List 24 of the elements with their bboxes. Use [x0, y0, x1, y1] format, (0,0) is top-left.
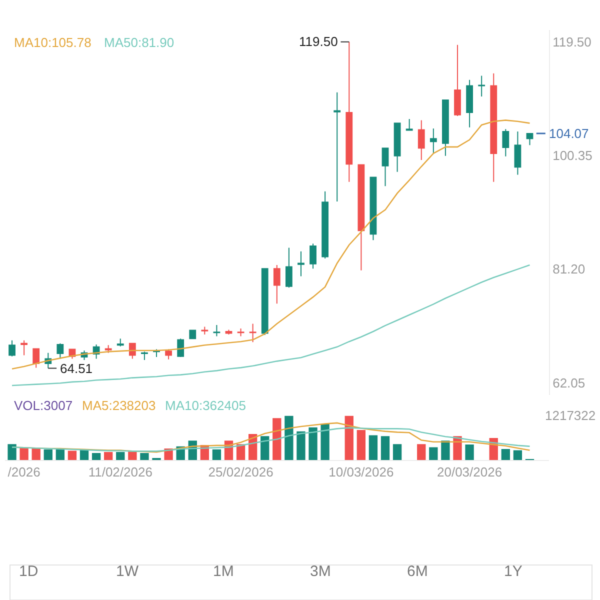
- text: 1W: [116, 563, 140, 580]
- x-tick-label: 20/03/2026: [437, 464, 502, 480]
- x-tick-label: /2026: [8, 464, 40, 480]
- x-tick-label: 10/03/2026: [328, 464, 394, 480]
- text: 1D: [19, 563, 38, 580]
- text: 1M: [213, 563, 234, 580]
- text: MA10:105.78: [14, 35, 92, 50]
- text: MA10:362405: [165, 398, 246, 413]
- y-tick-label: 119.50: [552, 34, 592, 50]
- text: MA5:238203: [82, 398, 156, 413]
- text: 3M: [310, 563, 331, 580]
- y-tick-label: 62.05: [552, 375, 586, 390]
- text: 1Y: [504, 563, 522, 580]
- annotation: 119.50: [299, 34, 338, 49]
- text: VOL:3007: [14, 398, 73, 413]
- text: MA50:81.90: [104, 35, 174, 50]
- x-tick-label: 25/02/2026: [208, 464, 274, 480]
- annotation: 64.51: [60, 361, 93, 376]
- ref-line-label: 104.07: [549, 126, 589, 141]
- text: 6M: [407, 563, 428, 580]
- annotation: 1217322: [545, 408, 596, 423]
- y-tick-label: 81.20: [552, 262, 586, 277]
- x-tick-label: 11/02/2026: [88, 464, 152, 480]
- y-tick-label: 100.35: [552, 148, 592, 164]
